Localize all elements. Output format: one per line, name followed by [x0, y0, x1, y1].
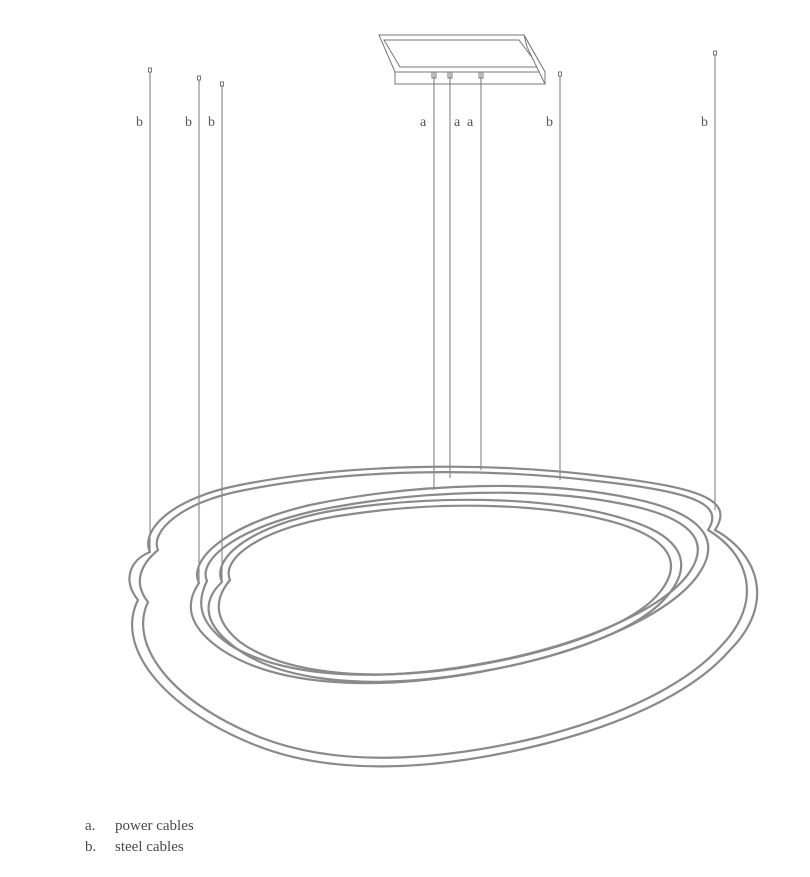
cable-label-b2: b — [185, 115, 192, 131]
rings — [129, 467, 757, 767]
cable-label-a3: a — [467, 115, 473, 131]
canopy — [379, 35, 545, 84]
legend: a. power cables b. steel cables — [85, 816, 194, 858]
cable-label-b4: b — [546, 115, 553, 131]
legend-key-b: b. — [85, 837, 113, 858]
diagram-stage: bbbaaabb a. power cables b. steel cables — [0, 0, 810, 877]
legend-key-a: a. — [85, 816, 113, 837]
cable-label-a2: a — [454, 115, 460, 131]
cables — [149, 51, 717, 583]
pendant-diagram — [0, 0, 810, 877]
cable-label-b5: b — [701, 115, 708, 131]
legend-row-a: a. power cables — [85, 816, 194, 837]
cable-label-b1: b — [136, 115, 143, 131]
legend-value-a: power cables — [113, 816, 194, 837]
cable-label-a1: a — [420, 115, 426, 131]
cable-label-b3: b — [208, 115, 215, 131]
legend-row-b: b. steel cables — [85, 837, 194, 858]
legend-value-b: steel cables — [113, 837, 184, 858]
